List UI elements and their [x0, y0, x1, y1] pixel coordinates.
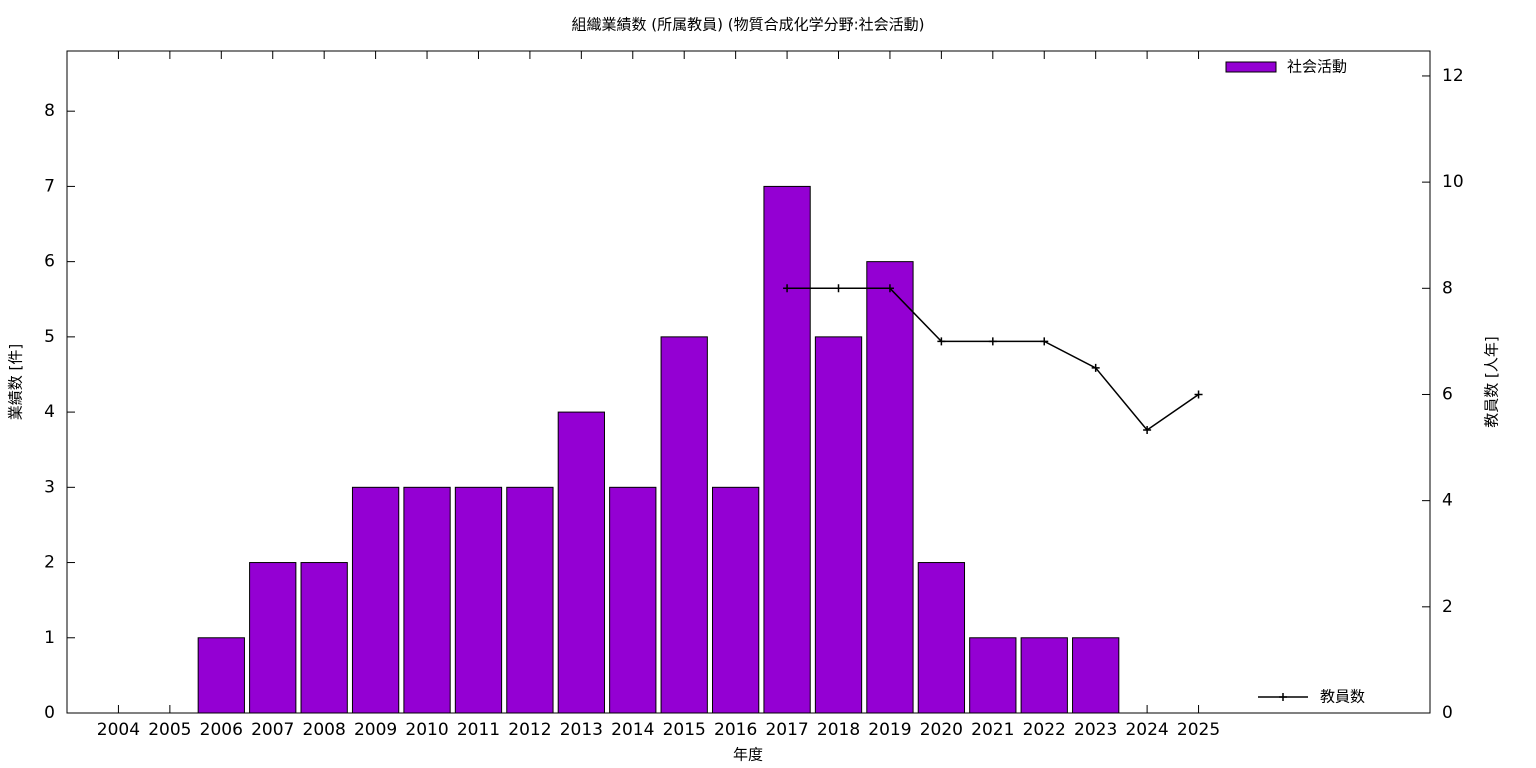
y2-tick-label: 8	[1442, 278, 1453, 298]
point	[988, 337, 997, 346]
x-tick-label: 2021	[971, 720, 1014, 740]
bar	[711, 486, 760, 714]
y-tick-label: 3	[44, 477, 55, 497]
y2-tick-label: 4	[1442, 491, 1453, 511]
point	[834, 284, 843, 293]
bar	[1020, 637, 1068, 714]
y2-tick-label: 10	[1442, 172, 1464, 192]
y-tick-label: 2	[44, 553, 55, 573]
bar	[866, 261, 914, 714]
y-tick-label: 4	[44, 402, 55, 422]
chart-title: 組織業績数 (所属教員) (物質合成化学分野:社会活動)	[571, 16, 924, 34]
x-tick-label: 2006	[200, 720, 243, 740]
bar	[660, 336, 708, 714]
legend-swatch	[1225, 61, 1277, 73]
bar	[814, 336, 863, 714]
x-tick-label: 2017	[765, 720, 808, 740]
y-tick-label: 0	[44, 703, 55, 723]
bar	[506, 486, 554, 714]
bar	[609, 486, 657, 714]
bar	[969, 637, 1017, 714]
legend-label: 教員数	[1320, 688, 1365, 706]
point	[783, 284, 792, 293]
x-tick-label: 2020	[920, 720, 963, 740]
point	[885, 284, 894, 293]
y2-tick-label: 2	[1442, 597, 1453, 617]
x-tick-label: 2007	[251, 720, 294, 740]
x-tick-label: 2016	[714, 720, 757, 740]
bar	[300, 562, 348, 714]
x-axis-label: 年度	[733, 746, 763, 764]
x-tick-label: 2022	[1023, 720, 1066, 740]
x-tick-label: 2019	[868, 720, 911, 740]
point	[937, 337, 946, 346]
y2-axis-label: 教員数 [人年]	[1483, 336, 1501, 427]
bar	[557, 411, 605, 714]
y2-tick-label: 12	[1442, 66, 1464, 86]
y-tick-label: 5	[44, 327, 55, 347]
y-tick-label: 8	[44, 101, 55, 121]
bar	[917, 562, 966, 714]
x-tick-label: 2025	[1177, 720, 1220, 740]
x-tick-label: 2014	[611, 720, 654, 740]
point	[1040, 337, 1049, 346]
x-tick-label: 2009	[354, 720, 397, 740]
point	[1143, 426, 1152, 435]
x-tick-label: 2023	[1074, 720, 1117, 740]
bar	[403, 486, 451, 714]
y-axis-label: 業績数 [件]	[7, 344, 25, 420]
y-tick-label: 7	[44, 176, 55, 196]
point	[1194, 390, 1203, 399]
bar	[197, 637, 245, 714]
bar	[249, 562, 297, 714]
x-tick-label: 2005	[148, 720, 191, 740]
x-tick-label: 2010	[405, 720, 448, 740]
point	[1091, 363, 1100, 372]
x-tick-label: 2013	[560, 720, 603, 740]
x-tick-label: 2011	[457, 720, 500, 740]
legend-label: 社会活動	[1287, 58, 1347, 76]
x-tick-label: 2004	[97, 720, 140, 740]
y-tick-label: 1	[44, 628, 55, 648]
x-tick-label: 2008	[303, 720, 346, 740]
legend-point	[1279, 693, 1287, 701]
y2-tick-label: 0	[1442, 703, 1453, 723]
bar	[454, 486, 503, 714]
x-tick-label: 2024	[1125, 720, 1168, 740]
bar	[763, 185, 811, 714]
bar	[351, 486, 400, 714]
y-tick-label: 6	[44, 252, 55, 272]
bar	[1072, 637, 1120, 714]
y2-tick-label: 6	[1442, 384, 1453, 404]
x-tick-label: 2015	[663, 720, 706, 740]
x-tick-label: 2012	[508, 720, 551, 740]
x-tick-label: 2018	[817, 720, 860, 740]
